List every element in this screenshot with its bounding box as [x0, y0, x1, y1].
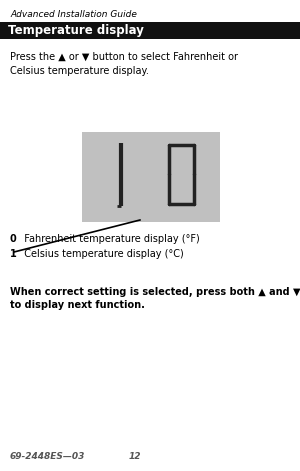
Text: Celsius temperature display (°C): Celsius temperature display (°C)	[18, 249, 184, 259]
Text: Press the ▲ or ▼ button to select Fahrenheit or: Press the ▲ or ▼ button to select Fahren…	[10, 52, 238, 62]
Bar	[0, 22, 300, 39]
Text: Temperature display: Temperature display	[8, 24, 144, 37]
Text: to display next function.: to display next function.	[10, 300, 145, 310]
Text: 69-2448ES—03: 69-2448ES—03	[10, 452, 86, 461]
Text: When correct setting is selected, press both ▲ and ▼: When correct setting is selected, press …	[10, 287, 300, 297]
Text: Advanced Installation Guide: Advanced Installation Guide	[10, 10, 137, 19]
Text: 12: 12	[129, 452, 142, 461]
Bar	[82, 132, 220, 222]
Text: Fahrenheit temperature display (°F): Fahrenheit temperature display (°F)	[18, 234, 200, 244]
Text: 0: 0	[10, 234, 17, 244]
Text: Celsius temperature display.: Celsius temperature display.	[10, 66, 149, 76]
Text: 1: 1	[10, 249, 17, 259]
